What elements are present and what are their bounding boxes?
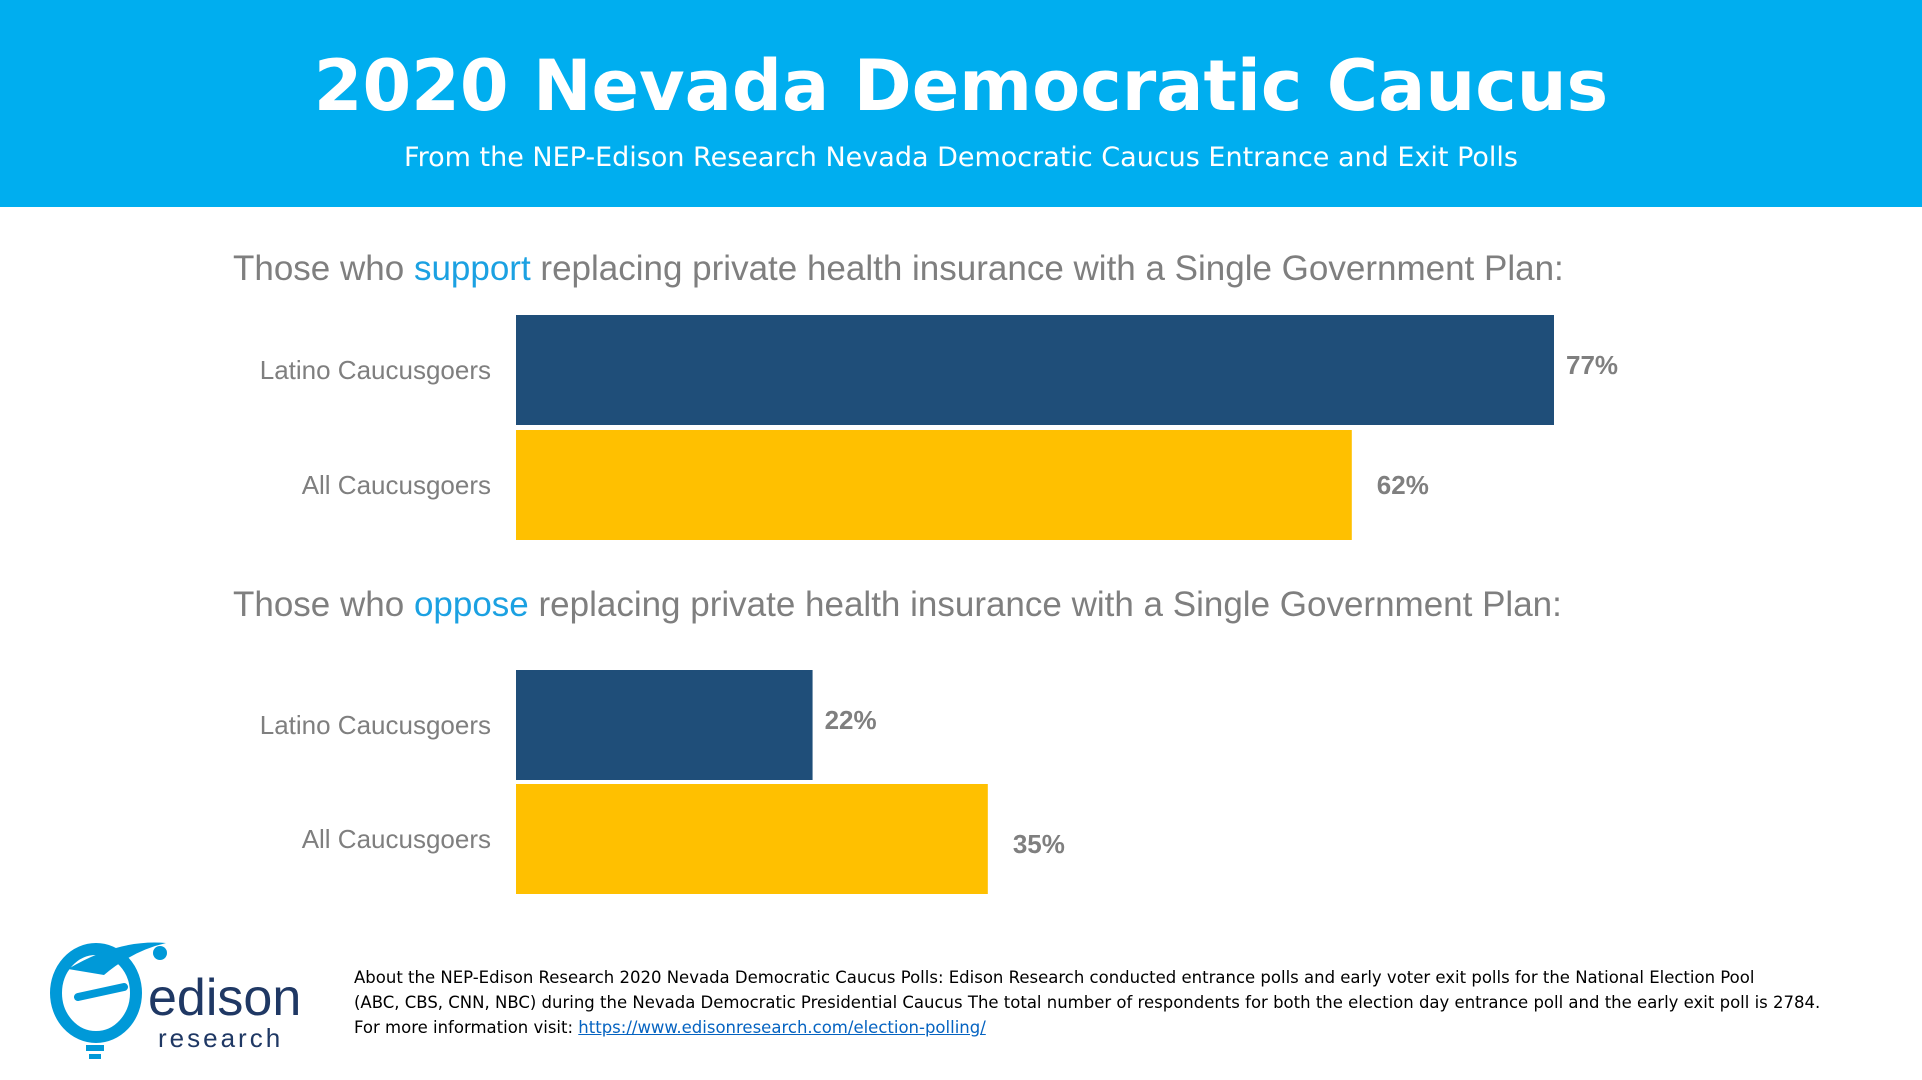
logo-wordmark: edison (148, 969, 301, 1027)
oppose-title-suffix: replacing private health insurance with … (528, 585, 1562, 624)
logo-tagline: research (158, 1023, 283, 1053)
edison-research-logo: edison research (50, 942, 301, 1059)
page-title: 2020 Nevada Democratic Caucus (313, 45, 1609, 127)
footer-line-2: (ABC, CBS, CNN, NBC) during the Nevada D… (354, 993, 1821, 1012)
support-bar-all (516, 430, 1352, 540)
oppose-category-label-all: All Caucusgoers (302, 824, 491, 854)
oppose-value-label-latino: 22% (825, 705, 877, 735)
oppose-highlight: oppose (413, 585, 529, 624)
support-category-label-all: All Caucusgoers (302, 470, 491, 500)
header-banner: 2020 Nevada Democratic Caucus From the N… (0, 0, 1922, 207)
oppose-category-label-latino: Latino Caucusgoers (260, 710, 491, 740)
election-polling-link[interactable]: https://www.edisonresearch.com/election-… (578, 1018, 986, 1037)
oppose-value-label-all: 35% (1013, 829, 1065, 859)
support-question-title: Those who support replacing private heal… (233, 247, 1564, 291)
support-title-prefix: Those who (233, 249, 414, 288)
oppose-bar-latino (516, 670, 813, 780)
support-highlight: support (413, 249, 531, 288)
support-title-suffix: replacing private health insurance with … (530, 249, 1564, 288)
page-subtitle: From the NEP-Edison Research Nevada Demo… (404, 142, 1518, 173)
footer-link-prefix: For more information visit: (354, 1018, 579, 1037)
oppose-bar-all (516, 784, 988, 894)
oppose-question-title: Those who oppose replacing private healt… (233, 583, 1562, 627)
support-category-label-latino: Latino Caucusgoers (260, 355, 491, 385)
support-bar-latino (516, 315, 1554, 425)
support-value-label-latino: 77% (1566, 350, 1618, 380)
oppose-title-prefix: Those who (233, 585, 414, 624)
footer-note: About the NEP-Edison Research 2020 Nevad… (354, 965, 1899, 1040)
support-value-label-all: 62% (1377, 470, 1429, 500)
footer-line-1: About the NEP-Edison Research 2020 Nevad… (354, 968, 1755, 987)
logo-mark-icon (50, 942, 167, 1059)
footer-line-3: For more information visit: https://www.… (354, 1015, 1899, 1040)
